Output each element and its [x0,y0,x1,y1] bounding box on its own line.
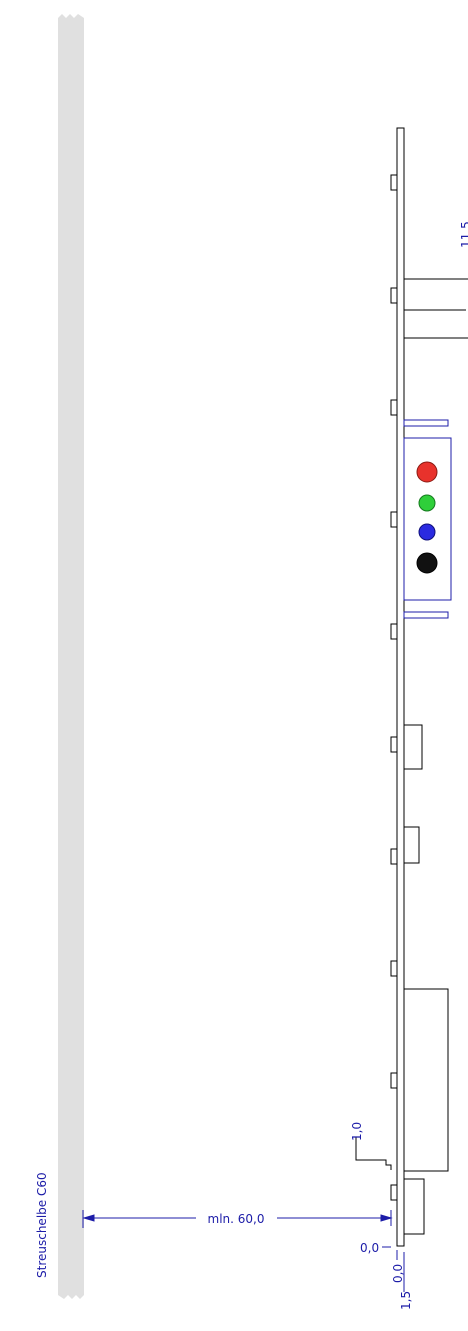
mounting-tab [390,960,398,977]
origin-dimension-text: 0,0 [360,1241,379,1255]
led-module-top-clip [403,419,449,427]
bottom-dimension-text-b: 1,5 [399,1291,413,1310]
mounting-tab [390,1072,398,1089]
bottom-dimension-text-a: 0,0 [391,1264,405,1283]
step-dimension [355,1137,392,1170]
bottom-dimension [396,1250,405,1292]
mounting-tab [390,623,398,640]
led-black [416,552,438,574]
led-red [416,461,438,483]
component-bottom [403,1178,425,1235]
mounting-tab [390,399,398,416]
mounting-tab [390,174,398,191]
connector-leads [404,278,468,339]
mounting-tab [390,736,398,753]
component-large [403,988,449,1172]
led-module [403,419,452,619]
diffuser-plate [58,14,84,1299]
min-distance-text: mln. 60,0 [208,1212,265,1226]
step-dimension-text: 1,0 [350,1122,364,1141]
mounting-tab [390,287,398,304]
component-small-2 [403,826,420,864]
component-small-1 [403,724,423,770]
led-module-bottom-clip [403,611,449,619]
mounting-tab [390,511,398,528]
mounting-tabs [390,174,398,1201]
mounting-tab [390,1184,398,1201]
top-dimension-text: 11,5 [459,221,468,248]
led-blue [418,523,436,541]
diffuser-label: Streuschelbe C60 [35,1172,49,1278]
led-green [418,494,436,512]
mounting-tab [390,848,398,865]
led-module-housing [403,437,452,601]
components [403,724,449,1235]
min-distance-dimension [82,1210,393,1228]
pcb-board [396,127,405,1247]
